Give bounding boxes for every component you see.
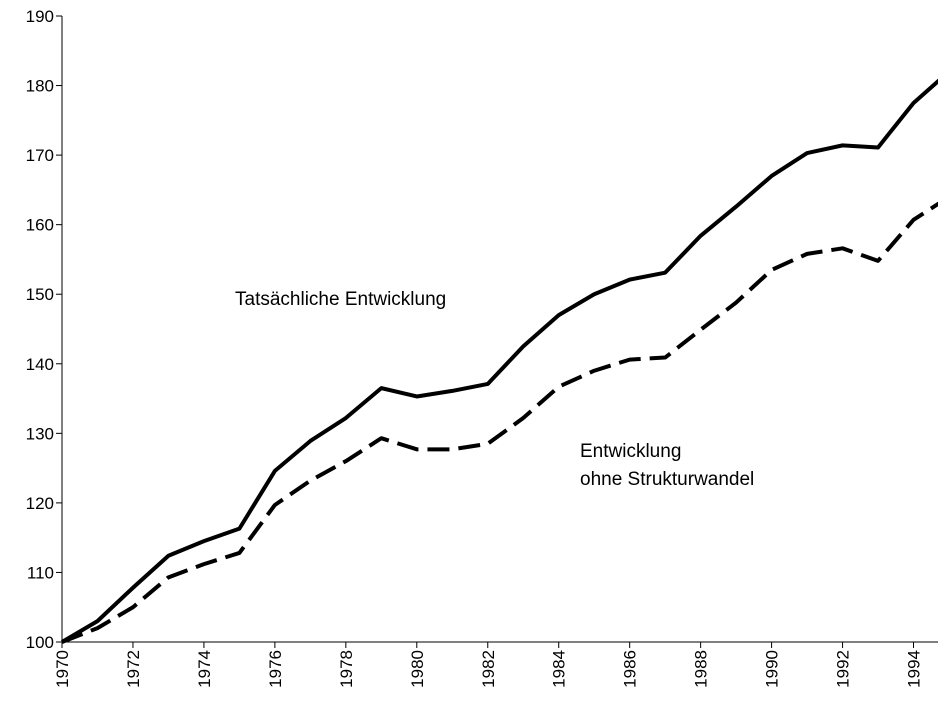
x-tick-label: 1988 [692, 650, 711, 688]
series-line [61, 201, 938, 644]
y-tick-label: 120 [26, 494, 54, 513]
x-tick-label: 1972 [124, 650, 143, 688]
series-line [60, 78, 938, 644]
y-tick-label: 150 [26, 285, 54, 304]
y-tick-label: 100 [26, 633, 54, 652]
x-tick-label: 1970 [53, 650, 72, 688]
x-tick-label: 1986 [621, 650, 640, 688]
x-tick-label: 1984 [550, 650, 569, 688]
x-tick-label: 1976 [266, 650, 285, 688]
y-tick-label: 160 [26, 216, 54, 235]
x-tick-label: 1980 [408, 650, 427, 688]
y-tick-label: 180 [26, 77, 54, 96]
x-tick-label: 1982 [479, 650, 498, 688]
y-tick-label: 130 [26, 424, 54, 443]
x-tick-label: 1974 [195, 650, 214, 688]
y-tick-label: 110 [27, 563, 54, 582]
annotation: ohne Strukturwandel [580, 469, 754, 490]
y-tick-label: 140 [26, 355, 54, 374]
annotation: Tatsächliche Entwicklung [235, 289, 446, 310]
y-tick-label: 190 [26, 7, 54, 26]
x-tick-label: 1992 [834, 650, 853, 688]
x-tick-label: 1978 [337, 650, 356, 688]
y-tick-label: 170 [26, 146, 54, 165]
x-tick-label: 1994 [905, 650, 924, 688]
x-tick-label: 1990 [763, 650, 782, 688]
annotation: Entwicklung [580, 441, 681, 462]
